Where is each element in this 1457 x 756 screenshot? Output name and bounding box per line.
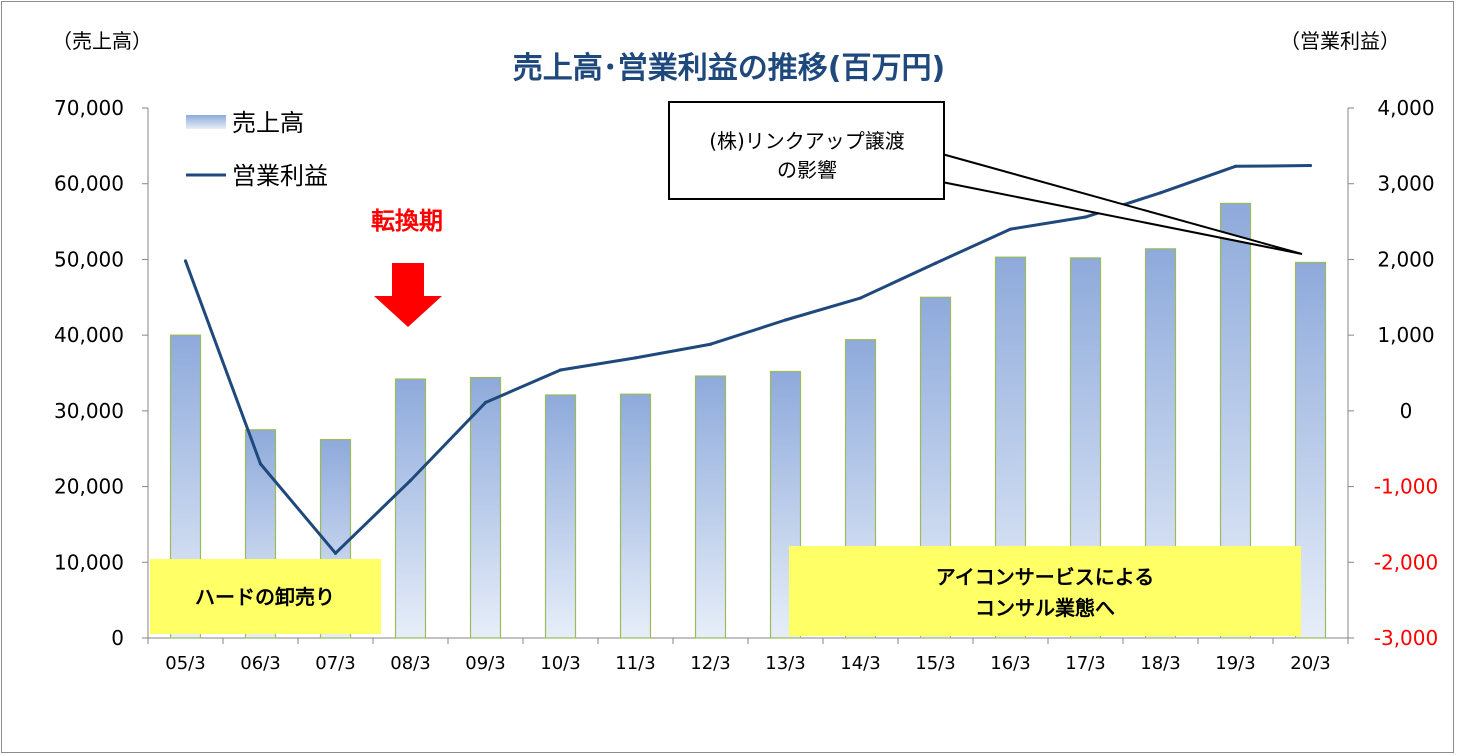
operating-profit-point: [1308, 163, 1313, 168]
callout-box: [668, 101, 945, 200]
operating-profit-point: [558, 368, 563, 372]
right-axis-unit-label: （営業利益）: [1280, 29, 1400, 53]
x-axis-category-label: 05/3: [165, 653, 205, 674]
x-axis-category-label: 16/3: [990, 653, 1030, 674]
operating-profit-series-line: [184, 164, 1311, 555]
callout-text-line2: の影響: [777, 158, 837, 182]
legend-label-profit: 営業利益: [232, 162, 328, 190]
operating-profit-point: [1158, 191, 1163, 195]
legend: 売上高 営業利益: [186, 109, 328, 190]
callout-text-line1: (株)リンクアップ譲渡: [709, 129, 905, 153]
operating-profit-point: [1083, 215, 1088, 219]
left-axis-unit-label: （売上高）: [52, 29, 152, 53]
x-axis-category-label: 11/3: [615, 653, 655, 674]
x-axis-category-label: 19/3: [1215, 653, 1255, 674]
right-axis-tick-label: 3,000: [1377, 172, 1434, 196]
operating-profit-point: [783, 318, 788, 322]
chart-title: 売上高･営業利益の推移(百万円): [513, 51, 945, 86]
right-axis-tick-label: 0: [1400, 399, 1413, 423]
left-axis-tick-label: 30,000: [54, 399, 124, 423]
operating-profit-point: [633, 356, 638, 360]
left-axis-tick-label: 50,000: [54, 247, 124, 271]
down-arrow-icon: [374, 263, 442, 327]
sales-bar: [544, 394, 577, 639]
right-axis-tick-label: 1,000: [1377, 323, 1434, 347]
operating-profit-point: [333, 551, 338, 555]
sales-bar: [619, 393, 652, 639]
x-axis-category-label: 17/3: [1065, 653, 1105, 674]
consulting-box: アイコンサービスによる コンサル業態へ: [789, 546, 1301, 636]
transition-annotation: 転換期: [371, 207, 443, 327]
operating-profit-point: [408, 478, 413, 483]
x-axis-category-label: 07/3: [315, 653, 355, 674]
transition-label: 転換期: [371, 207, 443, 235]
x-axis-category-label: 14/3: [840, 653, 880, 674]
x-axis-category-label: 15/3: [915, 653, 955, 674]
consulting-box-bg: [789, 546, 1301, 636]
left-axis-tick-label: 70,000: [54, 96, 124, 120]
operating-profit-point: [258, 462, 263, 466]
sales-bar: [394, 378, 427, 639]
x-axis-category-label: 13/3: [765, 653, 805, 674]
hardware-wholesale-text: ハードの卸売り: [195, 585, 335, 609]
x-axis-category-label: 10/3: [540, 653, 580, 674]
x-axis-category-label: 18/3: [1140, 653, 1180, 674]
legend-label-sales: 売上高: [232, 109, 304, 137]
sales-bar: [469, 376, 502, 639]
x-axis-category-label: 12/3: [690, 653, 730, 674]
hardware-wholesale-box: ハードの卸売り: [150, 559, 381, 634]
left-axis-tick-label: 10,000: [54, 550, 124, 574]
sales-bar: [694, 375, 727, 639]
operating-profit-point: [183, 259, 188, 263]
x-axis-category-label: 08/3: [390, 653, 430, 674]
operating-profit-point: [1008, 227, 1013, 231]
operating-profit-point: [858, 296, 863, 300]
left-axis-tick-label: 60,000: [54, 172, 124, 196]
callout: (株)リンクアップ譲渡 の影響: [668, 101, 1303, 255]
x-axis-category-label: 09/3: [465, 653, 505, 674]
right-axis-tick-label: -1,000: [1374, 475, 1438, 499]
right-axis-tick-label: 2,000: [1377, 247, 1434, 271]
consulting-text-line1: アイコンサービスによる: [936, 565, 1154, 589]
operating-profit-point: [1233, 164, 1238, 168]
left-axis-tick-label: 20,000: [54, 475, 124, 499]
legend-swatch-sales: [186, 115, 226, 129]
right-axis-tick-label: -2,000: [1374, 550, 1438, 574]
operating-profit-point: [708, 342, 713, 346]
consulting-text-line2: コンサル業態へ: [975, 596, 1115, 620]
x-axis-category-label: 06/3: [240, 653, 280, 674]
left-axis-tick-label: 0: [111, 626, 124, 650]
operating-profit-point: [483, 400, 488, 405]
axes: 0 10,000 20,000 30,000 40,000 50,000 60,000 70,…: [54, 96, 1438, 674]
hardware-wholesale-box-bg: [150, 559, 381, 634]
x-axis-category-label: 20/3: [1290, 653, 1330, 674]
left-axis-tick-label: 40,000: [54, 323, 124, 347]
right-axis-tick-label: 4,000: [1377, 96, 1434, 120]
right-axis-tick-label: -3,000: [1374, 626, 1438, 650]
operating-profit-point: [933, 261, 938, 265]
